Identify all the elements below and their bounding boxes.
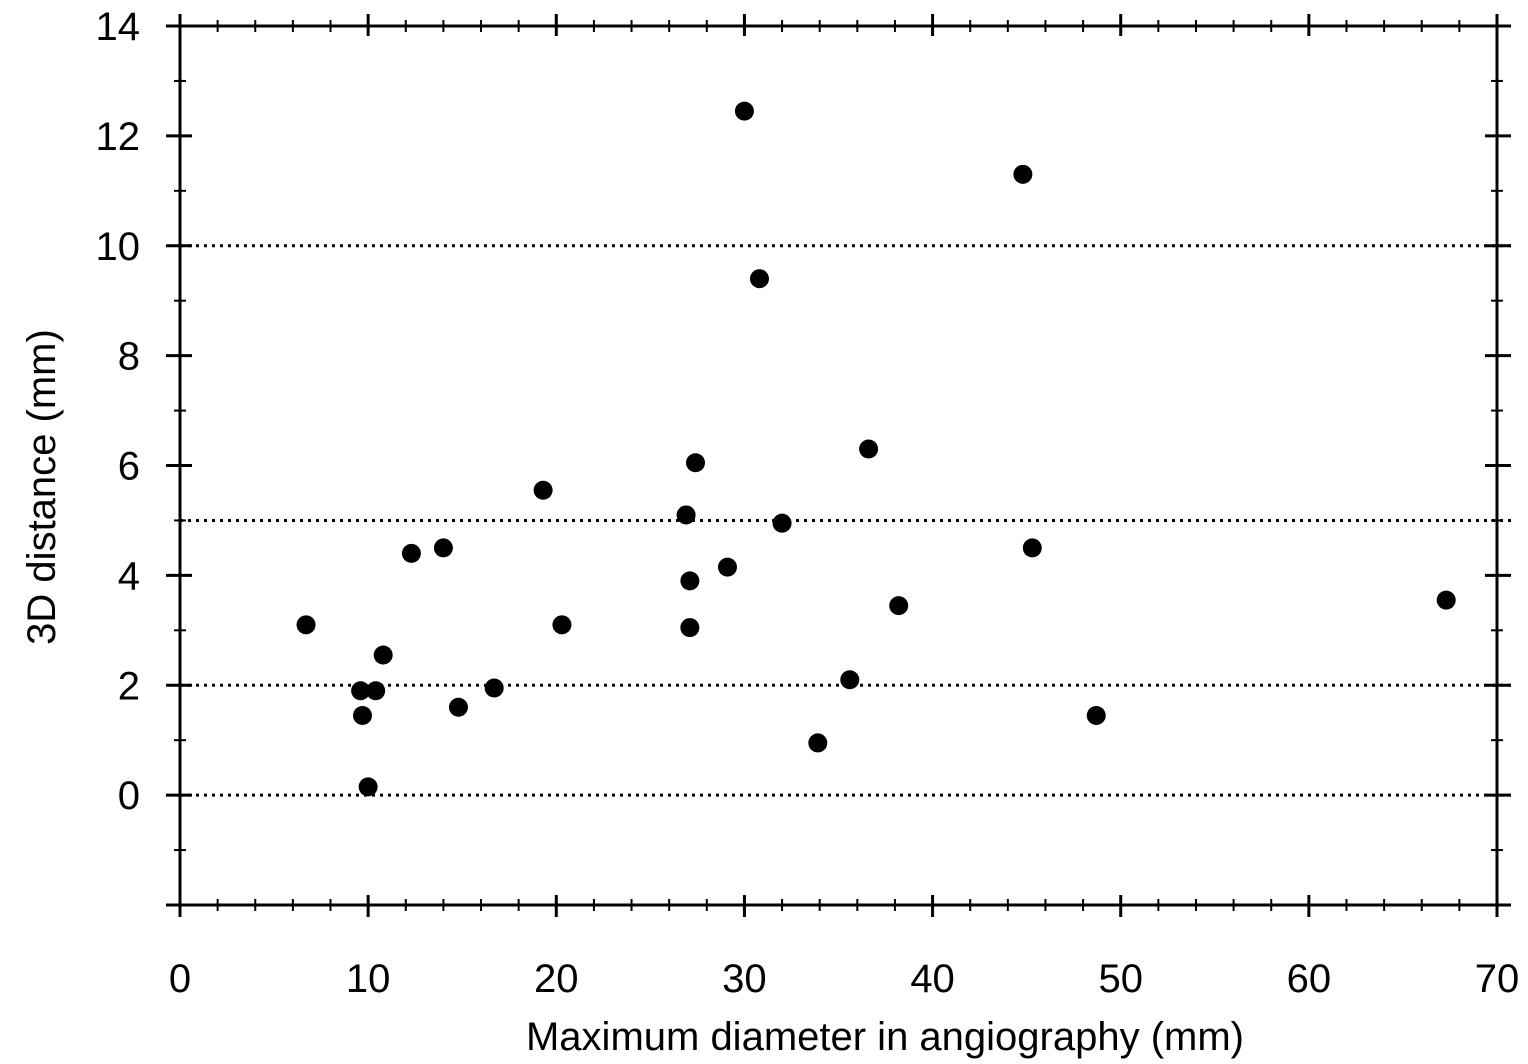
data-point (749, 269, 769, 289)
data-point (351, 681, 371, 701)
y-axis-label: 3D distance (mm) (20, 329, 64, 645)
y-tick-label: 0 (118, 774, 140, 818)
reference-lines (180, 244, 1515, 797)
y-tick-label: 10 (96, 225, 141, 269)
data-point (1436, 590, 1456, 610)
data-point (772, 513, 792, 533)
x-tick-label: 40 (910, 957, 955, 1001)
data-point (1022, 538, 1042, 558)
x-tick-label: 0 (169, 957, 191, 1001)
y-tick-label: 12 (96, 115, 141, 159)
data-point (484, 678, 504, 698)
data-point (889, 596, 909, 616)
data-point (352, 705, 372, 725)
data-points (296, 101, 1456, 797)
y-tick-label: 8 (118, 335, 140, 379)
data-point (373, 645, 393, 665)
data-point (680, 618, 700, 638)
data-point (808, 733, 828, 753)
data-point (676, 505, 696, 525)
tick-labels: 0 10 20 30 40 50 60 70 0 2 4 6 8 10 12 14 (96, 5, 1520, 1001)
data-point (734, 101, 754, 121)
data-point (680, 571, 700, 591)
data-point (686, 453, 706, 473)
y-tick-label: 2 (118, 664, 140, 708)
x-tick-label: 50 (1098, 957, 1143, 1001)
data-point (401, 543, 421, 563)
y-tick-label: 4 (118, 554, 140, 598)
data-point (859, 439, 879, 459)
data-point (366, 681, 386, 701)
data-point (840, 670, 860, 690)
plot-frame (178, 24, 1499, 907)
y-tick-label: 6 (118, 445, 140, 489)
x-tick-label: 70 (1475, 957, 1520, 1001)
y-tick-label: 14 (96, 5, 141, 49)
data-point (296, 615, 316, 635)
x-tick-label: 30 (722, 957, 767, 1001)
data-point (533, 480, 553, 500)
data-point (358, 777, 378, 797)
data-point (717, 557, 737, 577)
x-tick-label: 10 (346, 957, 391, 1001)
data-point (552, 615, 572, 635)
data-point (448, 697, 468, 717)
data-point (1086, 705, 1106, 725)
x-tick-label: 20 (534, 957, 579, 1001)
data-point (1013, 164, 1033, 184)
x-axis-label: Maximum diameter in angiography (mm) (526, 1015, 1244, 1059)
x-tick-label: 60 (1287, 957, 1332, 1001)
data-point (433, 538, 453, 558)
